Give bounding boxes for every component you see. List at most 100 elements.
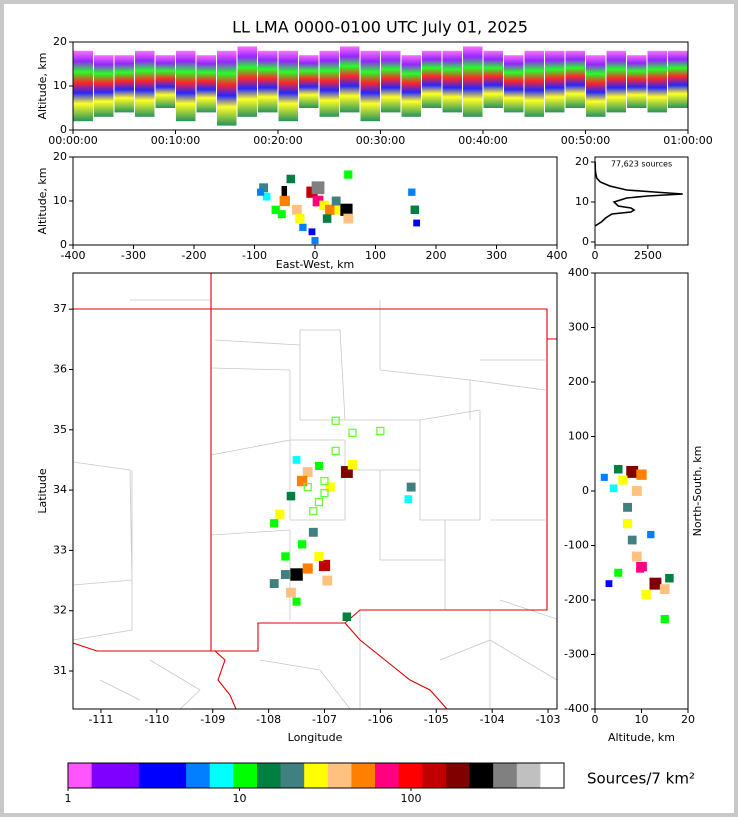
density-cell (277, 210, 286, 219)
density-cell (311, 181, 325, 195)
annotation: 77,623 sources (611, 160, 672, 169)
y-tick-label: 10 (575, 195, 589, 208)
density-cell (257, 188, 265, 196)
x-tick-label: 00:30:00 (356, 134, 405, 147)
source-column (381, 50, 401, 113)
density-cell (325, 204, 336, 215)
density-cell (308, 527, 318, 537)
y-tick-label: 0 (582, 235, 589, 248)
x-tick-label: 00:00:00 (48, 134, 97, 147)
y-tick-label: 34 (53, 483, 67, 496)
density-cell (262, 192, 271, 201)
density-cell (408, 188, 416, 196)
colorbar-segment (327, 763, 352, 788)
colorbar-tick-label: 1 (65, 792, 72, 805)
y-tick-label: 35 (53, 423, 67, 436)
density-cell (609, 484, 618, 493)
density-cell (311, 237, 319, 245)
colorbar-segment (445, 763, 470, 788)
colorbar-segment (233, 763, 258, 788)
colorbar-segment (91, 763, 116, 788)
density-cell (279, 195, 290, 207)
source-column (483, 50, 503, 108)
density-cell (292, 597, 301, 606)
colorbar-segment (540, 763, 565, 788)
density-cell (605, 580, 613, 588)
density-cell (618, 475, 628, 485)
y-tick-label: 10 (53, 194, 67, 207)
y-tick-label: 32 (53, 604, 67, 617)
density-cell (404, 495, 413, 503)
plot-area (73, 46, 688, 126)
source-column (155, 55, 175, 108)
y-tick-label: 10 (53, 79, 67, 92)
y-tick-label: -300 (564, 648, 589, 661)
source-column (319, 50, 339, 117)
x-tick-label: 0 (592, 713, 599, 726)
x-tick-label: -109 (200, 713, 225, 726)
x-tick-label: -103 (536, 713, 561, 726)
source-column (360, 50, 380, 122)
density-cell (290, 568, 303, 581)
source-column (442, 50, 462, 113)
density-cell (286, 587, 296, 598)
density-cell (275, 509, 285, 519)
density-cell (292, 456, 301, 464)
source-column (176, 50, 196, 122)
source-column (565, 50, 585, 108)
density-cell (340, 203, 353, 216)
density-cell (343, 213, 354, 224)
density-cell (613, 464, 623, 474)
source-column (668, 50, 688, 108)
station-marker (331, 446, 340, 456)
density-cell (614, 568, 623, 577)
x-tick-label: -200 (182, 249, 207, 262)
axes-frame (594, 156, 689, 246)
density-cell (347, 460, 358, 470)
source-column (524, 50, 544, 117)
colorbar-segment (516, 763, 541, 788)
density-cell (627, 535, 637, 545)
source-column (94, 55, 114, 117)
source-column (135, 50, 155, 117)
density-cell (334, 205, 344, 215)
station-marker (331, 416, 340, 425)
chart-title: LL LMA 0000-0100 UTC July 01, 2025 (232, 18, 528, 37)
density-cell (259, 183, 269, 193)
station-marker (320, 488, 329, 498)
y-tick-label: 0 (582, 484, 589, 497)
y-tick-label: -200 (564, 593, 589, 606)
density-cell (318, 559, 331, 572)
density-cell (331, 196, 341, 206)
colorbar-segment (422, 763, 447, 788)
density-cell (626, 465, 639, 478)
map-borders (73, 273, 557, 709)
density-cell (322, 575, 333, 586)
y-tick-label: 200 (568, 375, 589, 388)
y-axis-label: North-South, km (691, 446, 704, 537)
density-cell (647, 530, 655, 539)
x-tick-label: -105 (424, 713, 449, 726)
density-cell (299, 223, 307, 232)
density-cell (296, 475, 308, 487)
plot-area (257, 170, 421, 245)
density-cell (665, 573, 674, 583)
source-column (504, 55, 524, 113)
y-tick-label: 300 (568, 321, 589, 334)
x-tick-label: -400 (61, 249, 86, 262)
y-axis-label: Altitude, km (36, 167, 49, 234)
density-cell (410, 205, 420, 215)
density-cell (600, 473, 608, 481)
x-tick-label: -111 (88, 713, 113, 726)
y-tick-label: 33 (53, 543, 67, 556)
density-cell (340, 466, 353, 478)
source-column (299, 55, 319, 108)
plot-area (269, 416, 416, 621)
x-axis-label: Longitude (288, 731, 343, 744)
density-cell (623, 502, 633, 512)
y-axis-label: Altitude, km (36, 52, 49, 119)
density-cell (271, 205, 280, 214)
x-tick-label: -108 (256, 713, 281, 726)
colorbar-frame (67, 762, 565, 789)
